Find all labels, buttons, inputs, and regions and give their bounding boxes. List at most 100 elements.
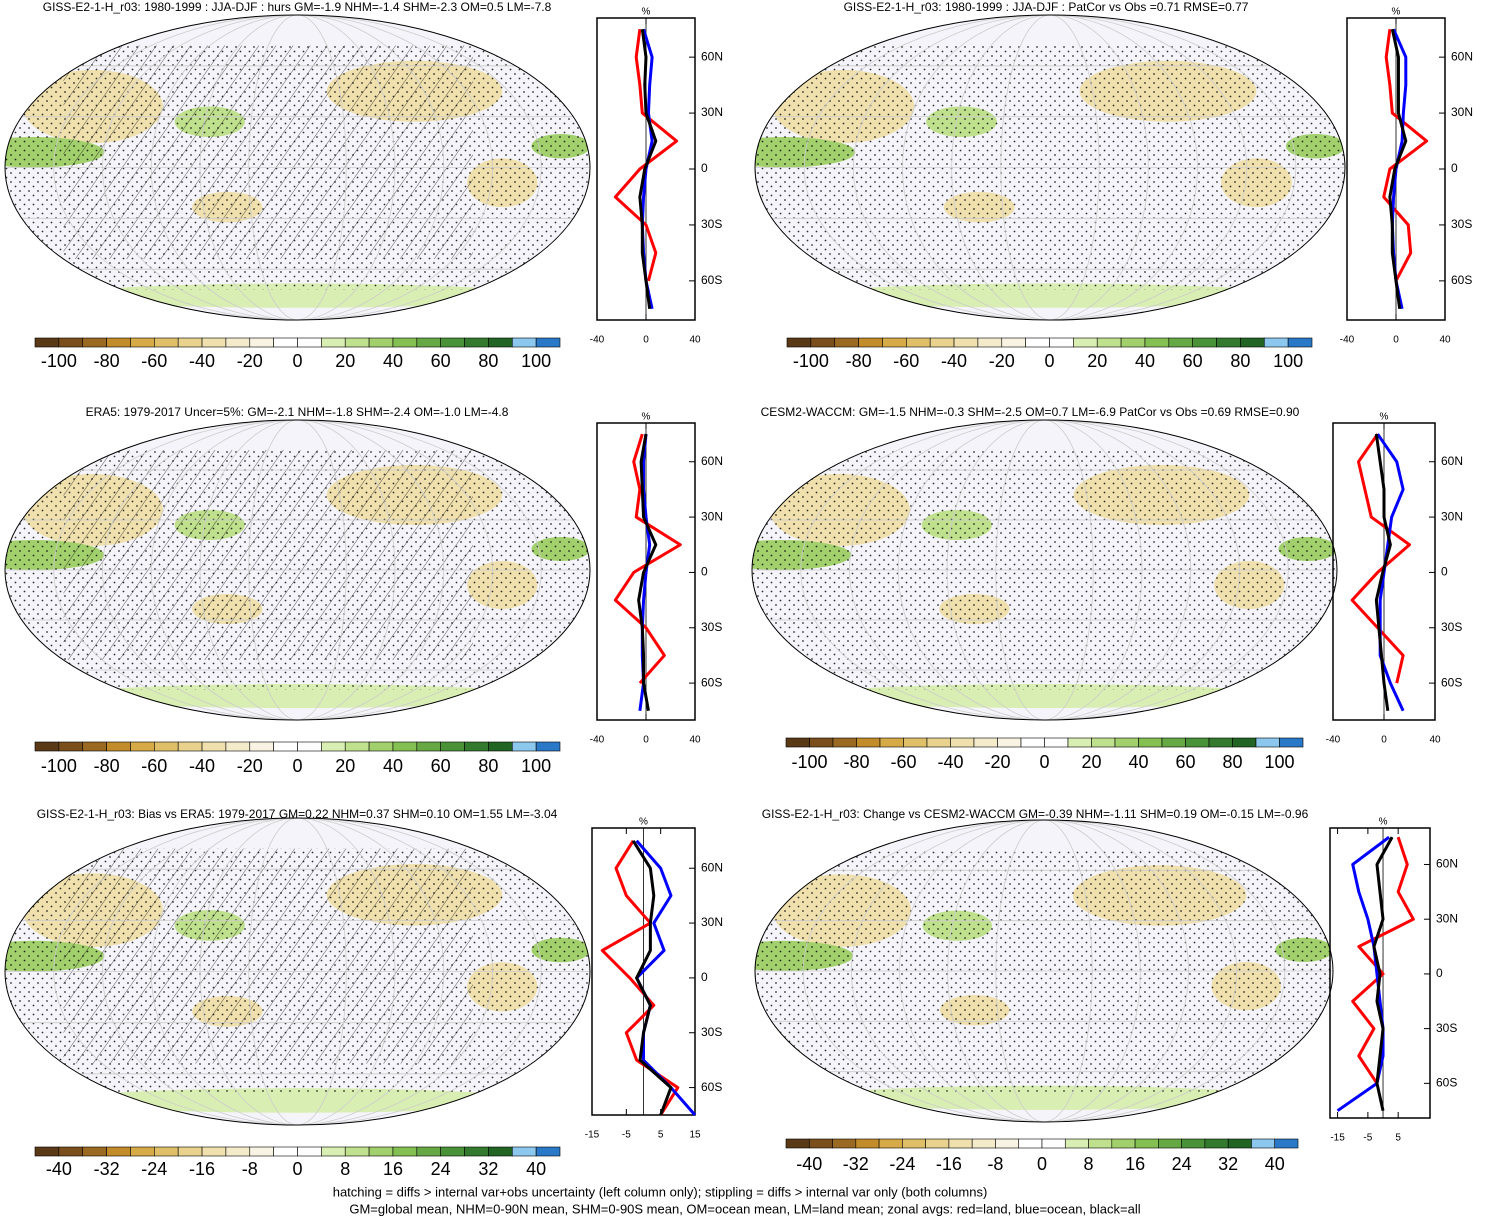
y-tick-label: 30S (1436, 1021, 1457, 1035)
graticule (102, 818, 493, 1125)
colorbar-label: 100 (521, 756, 551, 776)
graticule (852, 15, 1248, 320)
y-tick-label: 30N (1441, 509, 1463, 523)
colorbar-label: -80 (94, 351, 120, 371)
colorbar-label: -20 (237, 756, 263, 776)
colorbar-box (786, 337, 812, 348)
colorbar-box (488, 741, 513, 752)
colorbar-box (225, 1146, 251, 1157)
y-tick-label: 30S (701, 620, 722, 634)
map (752, 420, 1337, 720)
colorbar-box (511, 337, 537, 348)
graticule (946, 420, 1143, 720)
colorbar-box (1020, 737, 1045, 748)
colorbar-box (416, 741, 441, 752)
colorbar-label: 0 (1044, 351, 1054, 371)
colorbar-label: 80 (1230, 351, 1250, 371)
colorbar-box (177, 741, 203, 752)
colorbar-label: -40 (941, 351, 967, 371)
graticule (947, 820, 1141, 1122)
y-tick-label: 30S (701, 217, 722, 231)
colorbar-box (34, 741, 60, 752)
colorbar-box (1232, 737, 1257, 748)
zonal-line (613, 433, 682, 685)
y-tick-label: 60S (701, 1080, 722, 1094)
graticule (102, 420, 493, 720)
colorbar-box (201, 1146, 227, 1157)
x-tick-label: 0 (643, 735, 649, 746)
colorbar-box (177, 337, 203, 348)
colorbar-box (1208, 737, 1233, 748)
colorbar-box (344, 741, 370, 752)
y-tick-label: 60S (1451, 273, 1472, 287)
panel-title: GISS-E2-1-H_r03: Bias vs ERA5: 1979-2017… (37, 807, 558, 821)
colorbar-box (929, 337, 955, 348)
colorbar-label: -100 (793, 351, 829, 371)
colorbar-box (882, 337, 907, 348)
map-outline (4, 817, 591, 1126)
graticule (849, 420, 1240, 720)
zonal-line (1351, 836, 1415, 1085)
colorbar-label: 100 (1264, 752, 1294, 772)
colorbar-label: 20 (1087, 351, 1107, 371)
x-tick-label: -40 (1340, 335, 1355, 346)
y-tick-label: 30N (1451, 105, 1473, 119)
colorbar-box (392, 337, 418, 348)
colorbar-box (392, 1146, 418, 1157)
colorbar-box (416, 1146, 441, 1157)
zonal-line (635, 839, 697, 1116)
colorbar-box (464, 1146, 489, 1157)
colorbar-box (82, 1146, 107, 1157)
colorbar-box (201, 741, 227, 752)
colorbar-label: -60 (141, 756, 167, 776)
panel-title: ERA5: 1979-2017 Uncer=5%: GM=-2.1 NHM=-1… (86, 405, 509, 419)
unit-label: % (1392, 7, 1401, 18)
y-tick-label: 60N (701, 860, 723, 874)
colorbar-label: 24 (431, 1159, 451, 1179)
colorbar-label: -100 (41, 351, 77, 371)
colorbar-box (297, 1146, 322, 1157)
colorbar-box (130, 337, 155, 348)
colorbar-box (58, 337, 84, 348)
colorbar-box (1025, 337, 1050, 348)
x-tick-label: 40 (689, 735, 701, 746)
graticule (899, 820, 1189, 1122)
colorbar-box (1138, 737, 1163, 748)
colorbar-label: -40 (46, 1159, 72, 1179)
colorbar-box (785, 737, 810, 748)
colorbar-label: -8 (242, 1159, 258, 1179)
graticule (102, 15, 493, 320)
colorbar-box (249, 337, 274, 348)
colorbar-box (106, 337, 131, 348)
colorbar-box (977, 337, 1003, 348)
colorbar-box (1255, 737, 1280, 748)
x-tick-label: 15 (689, 1130, 701, 1141)
colorbar-box (154, 741, 179, 752)
zonal-line (1374, 433, 1392, 711)
colorbar-box (1274, 1138, 1299, 1149)
colorbar-box (1049, 337, 1074, 348)
colorbar-label: 0 (292, 1159, 302, 1179)
zonal-line (1372, 836, 1394, 1112)
colorbar-label: -60 (890, 752, 916, 772)
colorbar-box (926, 737, 951, 748)
colorbar-box (1067, 737, 1092, 748)
graticule (995, 820, 1093, 1122)
x-tick-label: -40 (590, 735, 605, 746)
y-tick-label: 30S (1451, 217, 1472, 231)
colorbar-box (1192, 337, 1217, 348)
colorbar-box (1279, 737, 1304, 748)
colorbar-box (1263, 337, 1289, 348)
colorbar-label: 40 (526, 1159, 546, 1179)
map-outline (4, 419, 591, 721)
hatching (63, 450, 473, 660)
colorbar-label: 80 (478, 756, 498, 776)
colorbar-box (832, 1138, 857, 1149)
colorbar-box (464, 337, 489, 348)
colorbar-label: -60 (893, 351, 919, 371)
y-tick-label: 0 (1451, 161, 1458, 175)
x-tick-label: 40 (689, 335, 701, 346)
y-tick-label: 30S (1441, 620, 1462, 634)
x-tick-label: 40 (1429, 735, 1441, 746)
colorbar-box (1018, 1138, 1043, 1149)
